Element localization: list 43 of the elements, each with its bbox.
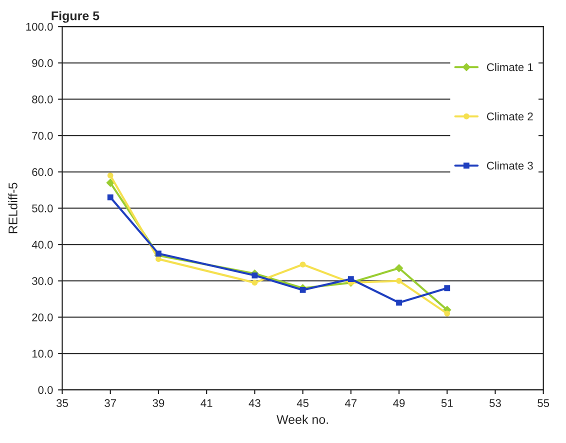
point (395, 264, 403, 272)
x-tick-label: 37 (104, 399, 116, 408)
x-tick-label: 45 (296, 399, 309, 408)
point (444, 310, 450, 317)
point (156, 250, 162, 257)
y-tick-label: 30.0 (32, 277, 53, 285)
y-axis-title: RELdiff-5 (8, 182, 18, 234)
point (107, 194, 114, 200)
y-tick-label: 70.0 (32, 132, 53, 140)
point (252, 272, 258, 278)
point (300, 262, 306, 268)
x-tick-label: 53 (490, 399, 501, 408)
x-tick-label: 41 (200, 399, 212, 407)
y-tick-label: 90.0 (32, 59, 53, 68)
point (300, 286, 306, 293)
y-tick-label: 40.0 (32, 240, 53, 249)
point (252, 280, 258, 286)
x-tick-label: 35 (56, 399, 68, 408)
x-tick-label: 55 (538, 399, 550, 408)
y-tick-label: 80.0 (32, 96, 53, 104)
x-tick-label: 47 (344, 399, 357, 407)
point (396, 300, 402, 306)
point (348, 276, 354, 282)
x-axis-title: Week no. (276, 414, 328, 424)
point (107, 172, 114, 178)
y-tick-label: 0.0 (38, 386, 53, 394)
chart-title: Figure 5 (52, 11, 100, 23)
point (396, 278, 402, 284)
y-tick-label: 50.0 (32, 204, 53, 212)
point (444, 285, 450, 292)
y-tick-label: 60.0 (32, 168, 53, 176)
x-tick-label: 39 (152, 399, 164, 408)
y-tick-label: 20.0 (32, 313, 53, 322)
y-tick-label: 10.0 (32, 350, 53, 358)
legend-label: Climate 1 (486, 62, 533, 72)
legend-label: Climate 3 (486, 161, 533, 170)
x-tick-label: 43 (248, 399, 260, 408)
point (156, 256, 162, 262)
point (106, 178, 114, 187)
y-tick-label: 100.0 (26, 22, 53, 31)
x-tick-label: 49 (393, 399, 405, 408)
x-tick-label: 51 (441, 399, 453, 408)
legend-label: Climate 2 (486, 112, 533, 120)
